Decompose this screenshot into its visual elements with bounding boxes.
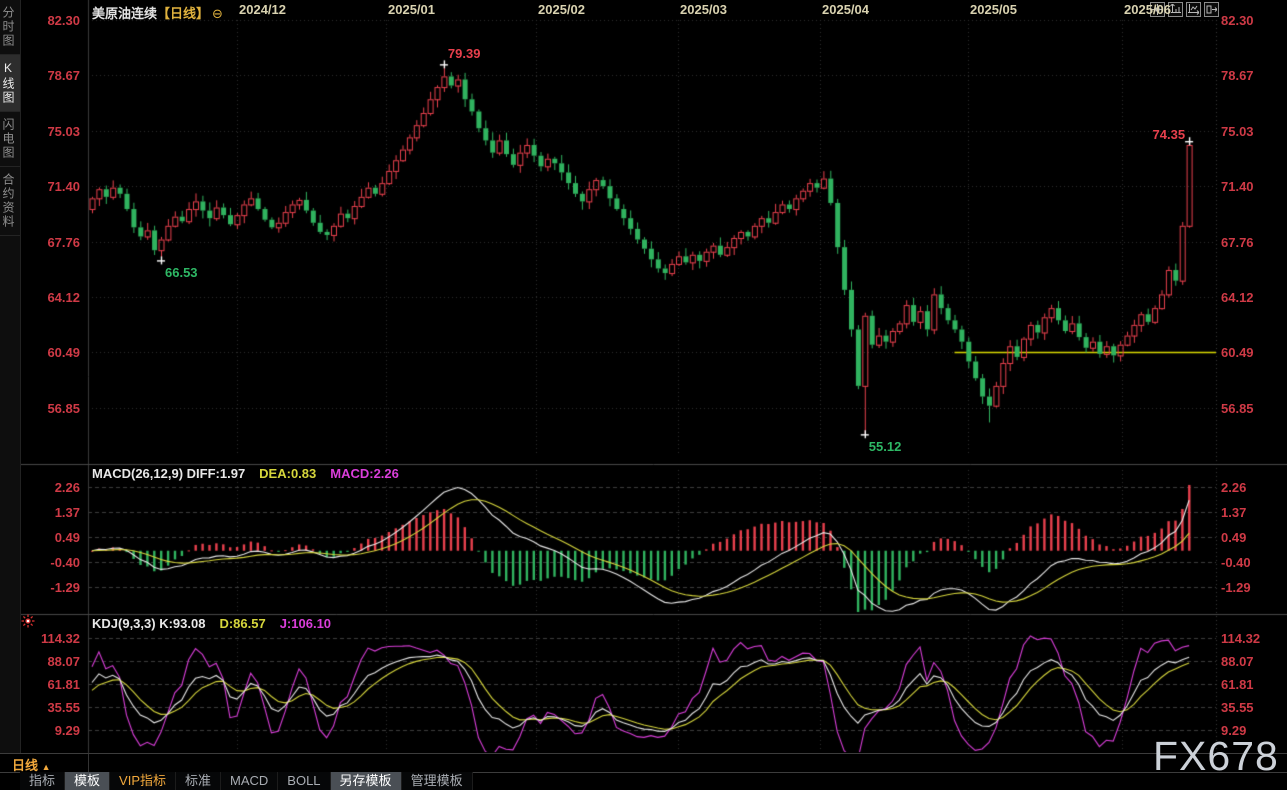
- kdj-tick-left: 61.81: [47, 676, 80, 692]
- price-tick-right: 64.12: [1221, 290, 1254, 306]
- sidebar-item-contract-info[interactable]: 合约资料: [0, 167, 20, 236]
- date-label: 2025/05: [970, 2, 1017, 17]
- kdj-name-and-k: KDJ(9,3,3) K:93.08: [92, 616, 206, 631]
- macd-tick-left: 0.49: [54, 529, 80, 545]
- macd-tick-left: 1.37: [54, 505, 80, 521]
- price-tick-left: 71.40: [47, 179, 80, 195]
- tab-standard[interactable]: 标准: [176, 772, 222, 790]
- macd-tick-right: -1.29: [1221, 580, 1251, 596]
- kdj-indicator-header: KDJ(9,3,3) K:93.08 D:86.57 J:106.10: [92, 616, 331, 631]
- macd-indicator-header: MACD(26,12,9) DIFF:1.97 DEA:0.83 MACD:2.26: [92, 466, 399, 481]
- pane-shift-icon[interactable]: [1204, 2, 1219, 17]
- price-tick-right: 60.49: [1221, 345, 1254, 361]
- macd-tick-right: 0.49: [1221, 529, 1247, 545]
- tab-save-template[interactable]: 另存模板: [330, 772, 402, 790]
- zoom-out-icon[interactable]: ⊖: [212, 6, 223, 21]
- indicator-settings-icon[interactable]: [21, 614, 35, 628]
- price-tick-left: 78.67: [47, 68, 80, 84]
- bottom-tab-bar: 指标 模板 VIP指标 标准 MACD BOLL 另存模板 管理模板: [20, 772, 473, 790]
- date-label: 2025/03: [680, 2, 727, 17]
- symbol-name: 美原油连续: [92, 6, 158, 21]
- price-annotation: 74.35: [1152, 127, 1186, 143]
- kdj-tick-left: 88.07: [47, 653, 80, 669]
- price-tick-right: 78.67: [1221, 68, 1254, 84]
- kdj-tick-right: 35.55: [1221, 699, 1254, 715]
- date-label: 2025/06: [1124, 2, 1171, 17]
- kdj-tick-left: 9.29: [54, 722, 80, 738]
- macd-tick-right: 1.37: [1221, 505, 1247, 521]
- price-tick-left: 67.76: [47, 234, 80, 250]
- watermark: FX678: [1153, 733, 1279, 779]
- date-label: 2025/04: [822, 2, 869, 17]
- price-tick-right: 67.76: [1221, 234, 1254, 250]
- kdj-j-value: J:106.10: [279, 616, 332, 631]
- kdj-d-value: D:86.57: [219, 616, 266, 631]
- kdj-tick-left: 35.55: [47, 699, 80, 715]
- price-tick-left: 82.30: [47, 13, 80, 28]
- date-label: 2024/12: [239, 2, 286, 17]
- price-tick-left: 75.03: [47, 123, 80, 139]
- y-axis-tool-icon[interactable]: [1168, 2, 1183, 17]
- kdj-tick-right: 88.07: [1221, 653, 1254, 669]
- tab-templates[interactable]: 模板: [65, 772, 111, 790]
- tab-vip-indicators[interactable]: VIP指标: [110, 772, 176, 790]
- price-tick-right: 75.03: [1221, 123, 1254, 139]
- chart-toolbar: [1150, 2, 1219, 17]
- kdj-tick-right: 114.32: [1221, 631, 1261, 646]
- sidebar-item-kline-chart[interactable]: K线图: [0, 55, 20, 112]
- kdj-tick-left: 114.32: [40, 631, 80, 646]
- price-tick-right: 82.30: [1221, 13, 1254, 28]
- crosshair-icon[interactable]: [1150, 2, 1165, 17]
- x-axis-tool-icon[interactable]: [1186, 2, 1201, 17]
- macd-tick-left: -0.40: [50, 555, 80, 570]
- macd-macd-value: MACD:2.26: [330, 466, 399, 481]
- price-annotation: 66.53: [165, 265, 198, 281]
- sidebar-item-time-share-chart[interactable]: 分时图: [0, 0, 20, 55]
- price-tick-right: 56.85: [1221, 400, 1254, 416]
- price-tick-right: 71.40: [1221, 179, 1254, 195]
- period-cell: [21, 754, 89, 772]
- sidebar: 分时图 K线图 闪电图 合约资料: [0, 0, 21, 753]
- price-annotation: 55.12: [868, 439, 902, 455]
- tab-boll[interactable]: BOLL: [278, 772, 331, 790]
- period-selector[interactable]: 日线 ▲: [12, 758, 51, 773]
- macd-tick-right: 2.26: [1221, 480, 1247, 495]
- price-tick-left: 56.85: [47, 400, 80, 416]
- macd-tick-left: 2.26: [54, 480, 80, 495]
- price-tick-left: 60.49: [47, 345, 80, 361]
- period-tag: 【日线】: [157, 6, 210, 21]
- kdj-tick-right: 61.81: [1221, 676, 1254, 692]
- price-annotation: 79.39: [447, 46, 481, 62]
- macd-name-and-diff: MACD(26,12,9) DIFF:1.97: [92, 466, 246, 481]
- date-axis-row: 日线 ▲: [0, 753, 1287, 773]
- macd-tick-right: -0.40: [1221, 555, 1251, 570]
- date-label: 2025/02: [538, 2, 585, 17]
- sidebar-item-lightning-chart[interactable]: 闪电图: [0, 112, 20, 167]
- kdj-tick-right: 9.29: [1221, 722, 1247, 738]
- price-tick-left: 64.12: [47, 290, 80, 306]
- date-label: 2025/01: [388, 2, 435, 17]
- macd-tick-left: -1.29: [50, 580, 80, 596]
- macd-dea-value: DEA:0.83: [259, 466, 317, 481]
- tab-indicators[interactable]: 指标: [20, 772, 66, 790]
- chart-title: 美原油连续【日线】 ⊖: [92, 3, 223, 22]
- triangle-up-icon: ▲: [41, 762, 51, 772]
- tab-macd[interactable]: MACD: [221, 772, 279, 790]
- tab-manage-template[interactable]: 管理模板: [402, 772, 473, 790]
